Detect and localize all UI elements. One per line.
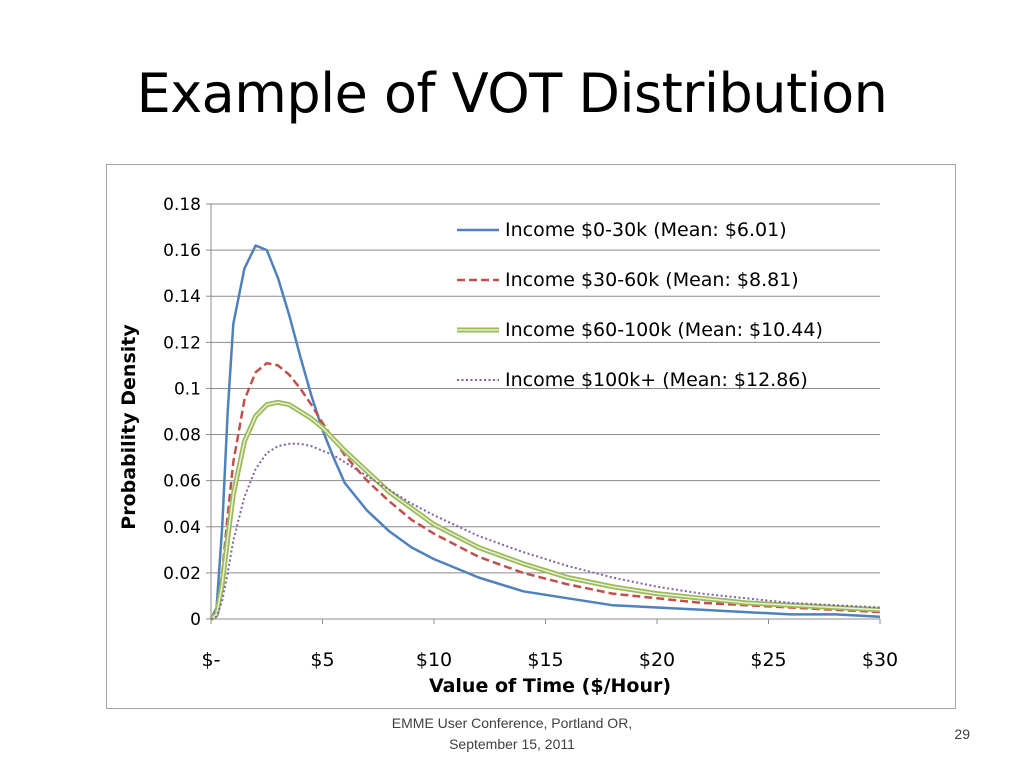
chart-frame: 0 0.02 0.04 0.06 0.08 0.1 0.12 0.14 0.16 0.18 $- $… bbox=[106, 164, 956, 709]
series-income-0-30k-mean-6-01-line bbox=[209, 244, 881, 620]
gridlines bbox=[211, 203, 880, 574]
y-tick-label: 0.16 bbox=[163, 241, 201, 261]
y-tick-label: 0.04 bbox=[163, 518, 201, 538]
series-income-100k-mean-12-86-line bbox=[210, 442, 881, 620]
y-tick-label: 0.02 bbox=[163, 564, 201, 584]
vot-distribution-chart: 00.020.040.060.080.10.120.140.160.18 $- $… bbox=[118, 195, 899, 697]
slide-title: Example of VOT Distribution bbox=[136, 62, 888, 125]
footer-text: EMME User Conference, Portland OR, Septe… bbox=[330, 713, 694, 755]
series-income-30-60k-mean-8-81-line bbox=[210, 361, 881, 620]
footer-line-1: EMME User Conference, Portland OR, bbox=[391, 715, 633, 731]
x-tick-label: $25 bbox=[750, 649, 786, 671]
y-tick-label: 0.06 bbox=[163, 472, 201, 492]
data-series bbox=[209, 244, 881, 621]
x-tick-label: $5 bbox=[310, 649, 334, 671]
y-tick-label: 0.08 bbox=[163, 426, 201, 446]
series-income-30-60k-mean-8-81-legend-label: Income $30-60k (Mean: $8.81) bbox=[505, 269, 799, 291]
y-tick-label: 0.14 bbox=[163, 287, 201, 307]
x-tick-label: $20 bbox=[639, 649, 675, 671]
footer-line-2: September 15, 2011 bbox=[449, 736, 575, 752]
page-number: 29 bbox=[954, 726, 970, 742]
x-tick-label: $- bbox=[202, 649, 221, 671]
series-income-100k-mean-12-86-legend-label: Income $100k+ (Mean: $12.86) bbox=[505, 369, 808, 391]
x-axis-label: Value of Time ($/Hour) bbox=[429, 675, 671, 697]
x-tick-labels: $- $5 $10 $15 $20 $25 $30 bbox=[202, 649, 899, 671]
y-tick-labels: 0 0.02 0.04 0.06 0.08 0.1 0.12 0.14 0.16 0.18 bbox=[163, 195, 201, 630]
y-axis-label: Probability Density bbox=[118, 324, 140, 530]
series-income-60-100k-mean-10-44-line-inner bbox=[210, 401, 881, 620]
y-tick-label: 0.1 bbox=[174, 379, 201, 399]
series-income-60-100k-mean-10-44-legend-label: Income $60-100k (Mean: $10.44) bbox=[505, 319, 823, 341]
axes bbox=[206, 203, 881, 624]
y-tick-label: 0.12 bbox=[163, 333, 201, 353]
x-tick-label: $30 bbox=[862, 649, 898, 671]
x-tick-label: $15 bbox=[527, 649, 563, 671]
y-tick-label: 0 bbox=[190, 610, 201, 630]
y-tick-label: 0.18 bbox=[163, 195, 201, 215]
x-tick-label: $10 bbox=[416, 649, 452, 671]
legend: Income $0-30k (Mean: $6.01) Income $30-60… bbox=[457, 219, 823, 391]
series-income-0-30k-mean-6-01-legend-label: Income $0-30k (Mean: $6.01) bbox=[505, 219, 787, 241]
